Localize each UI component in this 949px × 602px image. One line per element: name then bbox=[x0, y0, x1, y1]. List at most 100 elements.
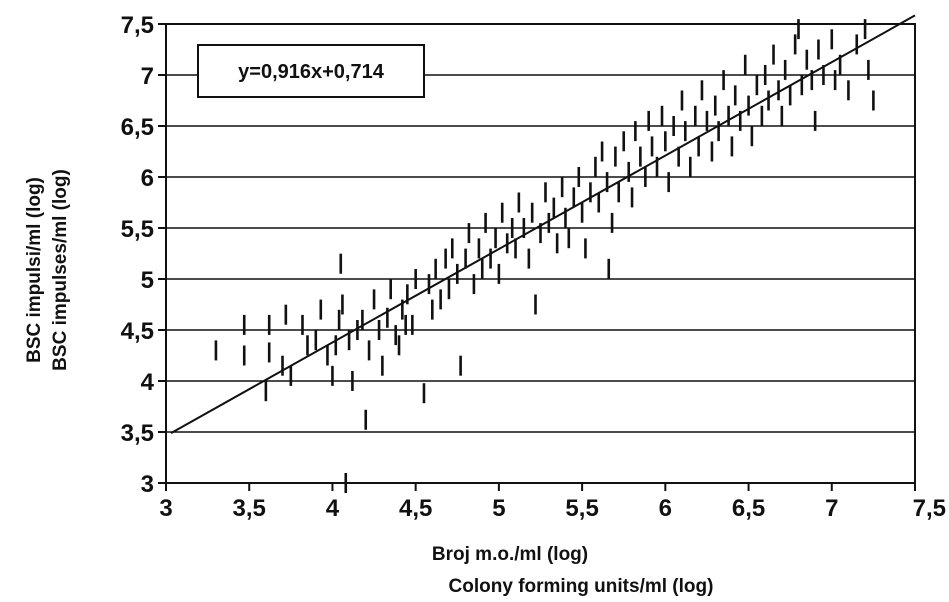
data-point bbox=[863, 19, 867, 40]
data-point bbox=[480, 258, 484, 279]
data-point bbox=[514, 238, 517, 259]
data-point bbox=[634, 121, 637, 142]
data-point bbox=[650, 136, 654, 157]
data-point bbox=[464, 248, 467, 269]
x-tick-label: 5 bbox=[492, 495, 505, 522]
data-point bbox=[867, 59, 870, 80]
data-point bbox=[472, 274, 476, 295]
data-point bbox=[372, 289, 376, 310]
data-point bbox=[351, 371, 354, 391]
data-point bbox=[347, 330, 351, 351]
data-point bbox=[644, 167, 647, 187]
data-point bbox=[872, 90, 875, 111]
data-point bbox=[677, 146, 680, 167]
data-point bbox=[622, 131, 626, 152]
data-point bbox=[830, 29, 834, 50]
data-point bbox=[281, 355, 284, 376]
regression-line bbox=[170, 14, 916, 434]
data-point bbox=[386, 307, 389, 328]
data-point bbox=[664, 131, 667, 152]
data-point bbox=[855, 34, 859, 55]
data-point bbox=[484, 212, 487, 233]
x-tick-label: 6,5 bbox=[732, 495, 765, 522]
data-point bbox=[797, 19, 800, 40]
y-tick-label: 6,5 bbox=[121, 114, 154, 141]
data-point bbox=[705, 110, 709, 131]
plot-area-frame bbox=[165, 23, 916, 484]
x-axis-title-line2: Colony forming units/ml (log) bbox=[449, 576, 714, 597]
x-tick-label: 6 bbox=[659, 495, 672, 522]
data-point bbox=[689, 156, 692, 177]
data-point bbox=[722, 70, 725, 91]
data-point bbox=[660, 105, 664, 126]
data-point bbox=[697, 136, 700, 157]
data-point bbox=[564, 207, 567, 228]
x-axis-ticks: 3 3,5 4 4,5 5 5,5 6 6,5 7 7,5 bbox=[159, 483, 946, 522]
y-axis-title-line2: BSC impulses/ml (log) bbox=[50, 169, 71, 371]
data-point bbox=[344, 473, 348, 493]
data-point bbox=[544, 182, 547, 203]
data-point bbox=[730, 136, 734, 157]
data-point bbox=[760, 105, 764, 126]
data-point bbox=[788, 85, 792, 106]
data-point bbox=[489, 248, 492, 269]
data-point bbox=[793, 34, 797, 55]
data-point bbox=[337, 309, 341, 330]
data-point bbox=[833, 70, 837, 91]
data-point bbox=[597, 192, 601, 213]
y-tick-label: 7,5 bbox=[121, 12, 154, 39]
data-point bbox=[555, 233, 559, 254]
y-tick-label: 5 bbox=[141, 267, 154, 294]
data-point bbox=[477, 238, 481, 259]
data-point bbox=[647, 110, 650, 131]
data-point bbox=[805, 49, 809, 70]
y-tick-label: 6 bbox=[141, 165, 154, 192]
y-axis-title-line1: BSC impulsi/ml (log) bbox=[24, 177, 45, 363]
data-point bbox=[447, 279, 451, 300]
data-point bbox=[497, 263, 501, 284]
data-point bbox=[527, 248, 531, 269]
data-point bbox=[214, 340, 218, 361]
data-point bbox=[822, 65, 825, 85]
data-point bbox=[547, 212, 551, 233]
data-point bbox=[700, 80, 704, 101]
data-point bbox=[594, 156, 597, 177]
data-point bbox=[667, 172, 670, 193]
data-point bbox=[617, 182, 621, 203]
data-point bbox=[572, 187, 576, 208]
data-point bbox=[755, 75, 759, 96]
data-point bbox=[301, 314, 304, 335]
data-point bbox=[800, 75, 804, 96]
data-point bbox=[763, 65, 767, 85]
data-point bbox=[539, 223, 542, 244]
y-tick-label: 4,5 bbox=[121, 318, 154, 345]
data-point bbox=[589, 182, 592, 203]
y-tick-label: 5,5 bbox=[121, 216, 154, 243]
data-point bbox=[733, 85, 737, 106]
x-tick-label: 4,5 bbox=[399, 495, 432, 522]
data-point bbox=[750, 126, 754, 147]
data-point bbox=[242, 345, 246, 366]
data-point bbox=[584, 238, 587, 259]
data-point bbox=[560, 177, 564, 198]
data-point bbox=[467, 223, 471, 244]
data-point bbox=[817, 39, 820, 60]
data-point bbox=[434, 258, 437, 279]
data-point bbox=[777, 80, 780, 101]
data-point bbox=[367, 340, 371, 361]
data-point bbox=[267, 314, 271, 335]
x-tick-label: 3,5 bbox=[233, 495, 266, 522]
data-point bbox=[552, 197, 556, 218]
y-axis-ticks: 3 3,5 4 4,5 5 5,5 6 6,5 7 7,5 bbox=[121, 12, 166, 498]
data-point bbox=[627, 161, 631, 182]
data-point bbox=[394, 325, 397, 346]
data-point bbox=[314, 330, 318, 351]
data-point bbox=[389, 279, 392, 300]
data-point bbox=[610, 212, 614, 233]
x-tick-label: 7 bbox=[825, 495, 838, 522]
data-point bbox=[411, 314, 414, 335]
data-point bbox=[580, 202, 584, 223]
data-point bbox=[738, 110, 742, 131]
data-point bbox=[680, 90, 684, 111]
data-point bbox=[577, 167, 581, 187]
